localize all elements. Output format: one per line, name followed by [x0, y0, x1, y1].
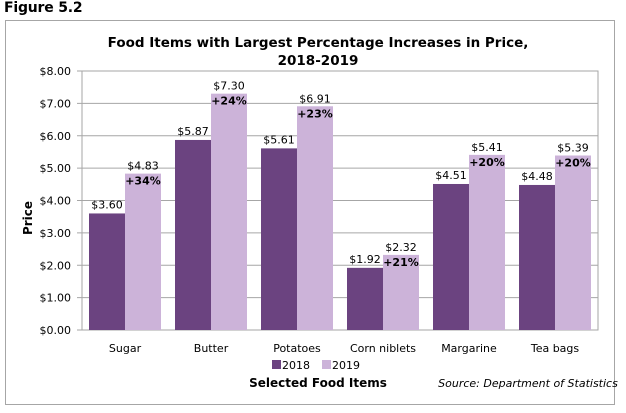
pct-change-label: +20%	[555, 156, 591, 169]
x-tick-label: Margarine	[441, 342, 497, 355]
bar-2019	[125, 173, 161, 330]
data-label-2019: $5.39	[557, 141, 589, 154]
chart-title-line2: 2018-2019	[278, 53, 359, 69]
x-tick-label: Potatoes	[273, 342, 321, 355]
data-label-2019: $2.32	[385, 241, 417, 254]
chart-frame	[5, 20, 615, 405]
y-tick-label: $8.00	[40, 65, 72, 78]
legend-swatch-2019	[322, 360, 331, 369]
figure-label: Figure 5.2	[4, 0, 83, 16]
data-label-2018: $3.60	[91, 198, 123, 211]
pct-change-label: +24%	[211, 95, 247, 108]
y-tick-label: $6.00	[40, 130, 72, 143]
y-tick-label: $3.00	[40, 227, 72, 240]
y-tick-label: $7.00	[40, 97, 72, 110]
pct-change-label: +34%	[125, 175, 161, 188]
y-tick-label: $0.00	[40, 324, 72, 337]
y-tick-label: $4.00	[40, 195, 72, 208]
bar-2019	[555, 155, 591, 330]
data-label-2018: $5.87	[177, 125, 209, 138]
x-tick-label: Sugar	[109, 342, 142, 355]
data-label-2018: $4.48	[521, 170, 553, 183]
bar-2018	[89, 213, 125, 330]
pct-change-label: +23%	[297, 107, 333, 120]
bar-2019	[211, 93, 247, 330]
x-tick-label: Butter	[194, 342, 229, 355]
chart-title: Food Items with Largest Percentage Incre…	[108, 35, 529, 51]
data-label-2018: $1.92	[349, 253, 381, 266]
legend-label-2018: 2018	[282, 359, 310, 372]
bar-2018	[261, 148, 297, 330]
y-tick-label: $5.00	[40, 162, 72, 175]
legend-swatch-2018	[272, 360, 281, 369]
y-tick-label: $1.00	[40, 292, 72, 305]
bar-2018	[175, 139, 211, 330]
bar-2019	[297, 106, 333, 330]
data-label-2019: $4.83	[127, 160, 159, 173]
pct-change-label: +21%	[383, 256, 419, 269]
x-axis-label: Selected Food Items	[249, 376, 387, 390]
data-label-2019: $7.30	[213, 80, 245, 93]
bar-2018	[347, 267, 383, 330]
legend-label-2019: 2019	[332, 359, 360, 372]
data-label-2019: $5.41	[471, 141, 503, 154]
y-axis-label: Price	[21, 201, 35, 235]
bar-2018	[433, 183, 469, 330]
x-tick-label: Tea bags	[530, 342, 580, 355]
bar-2019	[383, 254, 419, 330]
bar-2019	[469, 154, 505, 330]
bar-2018	[519, 184, 555, 330]
source-note: Source: Department of Statistics	[438, 377, 618, 390]
data-label-2018: $5.61	[263, 133, 295, 146]
pct-change-label: +20%	[469, 156, 505, 169]
data-label-2019: $6.91	[299, 92, 331, 105]
y-tick-label: $2.00	[40, 259, 72, 272]
x-tick-label: Corn niblets	[350, 342, 416, 355]
data-label-2018: $4.51	[435, 169, 467, 182]
